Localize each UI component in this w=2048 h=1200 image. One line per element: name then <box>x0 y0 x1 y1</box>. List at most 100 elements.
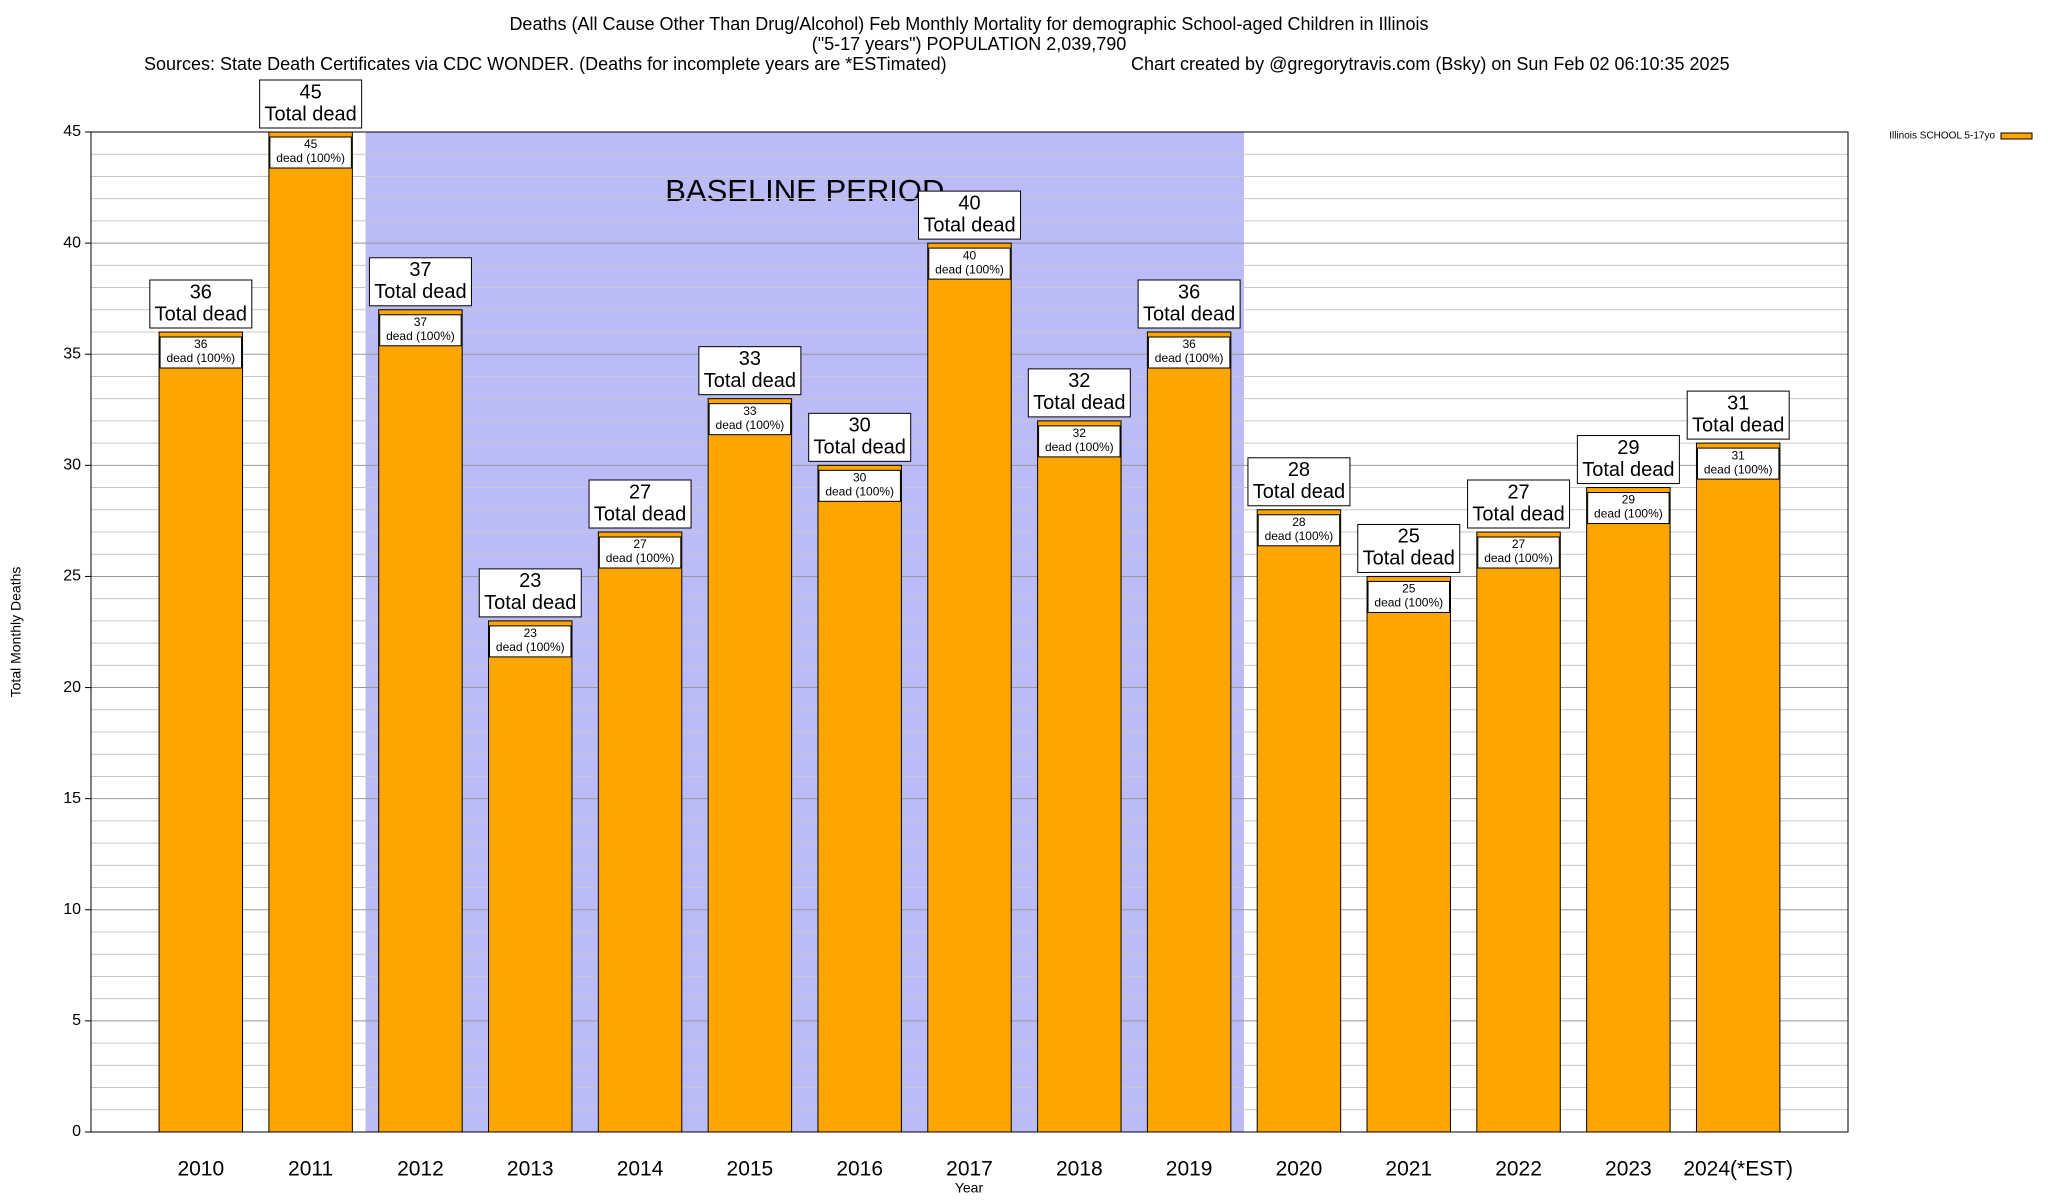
total-text-label: Total dead <box>264 103 356 125</box>
inner-share-label: dead (100%) <box>1045 440 1114 454</box>
inner-label-box <box>1367 580 1450 613</box>
chart-credit: Chart created by @gregorytravis.com (Bsk… <box>1131 54 1730 74</box>
total-value-label: 28 <box>1288 459 1310 481</box>
inner-value-label: 25 <box>1402 582 1416 596</box>
y-tick-label: 5 <box>72 1012 81 1029</box>
inner-label-box <box>269 136 352 169</box>
inner-share-label: dead (100%) <box>276 151 345 165</box>
x-tick-label: 2014 <box>617 1158 664 1181</box>
y-tick-label: 15 <box>63 790 81 807</box>
inner-value-label: 40 <box>963 248 977 262</box>
y-tick-label: 25 <box>63 568 81 585</box>
total-text-label: Total dead <box>155 303 247 325</box>
x-tick-label: 2017 <box>946 1158 993 1181</box>
inner-value-label: 28 <box>1292 515 1306 529</box>
x-tick-label: 2018 <box>1056 1158 1103 1181</box>
x-tick-label: 2010 <box>177 1158 224 1181</box>
inner-label-box <box>1587 492 1670 525</box>
bar <box>597 531 683 1133</box>
total-value-label: 27 <box>629 481 651 503</box>
inner-label-box <box>379 314 462 347</box>
inner-share-label: dead (100%) <box>1155 351 1224 365</box>
bar <box>1476 531 1561 1133</box>
bar <box>1586 487 1671 1133</box>
total-label-box <box>1576 435 1680 485</box>
inner-value-label: 33 <box>743 404 757 418</box>
y-tick-label: 45 <box>63 123 81 140</box>
total-text-label: Total dead <box>374 281 466 303</box>
total-label-box <box>1357 523 1461 573</box>
inner-value-label: 30 <box>853 471 867 485</box>
bar <box>817 464 902 1133</box>
y-tick-label: 30 <box>63 457 81 474</box>
inner-share-label: dead (100%) <box>496 640 565 654</box>
inner-share-label: dead (100%) <box>166 351 235 365</box>
inner-label-box <box>598 536 682 569</box>
y-tick-label: 10 <box>63 901 81 918</box>
bar <box>488 620 573 1133</box>
x-tick-label: 2015 <box>727 1158 774 1181</box>
total-text-label: Total dead <box>1253 481 1345 503</box>
total-value-label: 33 <box>739 348 761 370</box>
x-tick-label: 2023 <box>1605 1158 1652 1181</box>
bar <box>927 242 1012 1133</box>
total-value-label: 30 <box>849 415 871 437</box>
total-label-box <box>1247 457 1351 507</box>
inner-share-label: dead (100%) <box>1374 596 1443 610</box>
inner-label-box <box>818 469 901 502</box>
legend-swatch <box>2000 132 2033 140</box>
total-text-label: Total dead <box>1143 303 1235 325</box>
y-axis-label: Total Monthly Deaths <box>8 567 24 698</box>
inner-label-box <box>1696 447 1780 480</box>
inner-label-box <box>1147 336 1231 369</box>
total-text-label: Total dead <box>594 503 686 525</box>
chart-subtitle: ("5-17 years") POPULATION 2,039,790 <box>812 34 1127 54</box>
total-label-box <box>478 568 582 618</box>
total-value-label: 45 <box>300 81 322 103</box>
total-text-label: Total dead <box>923 214 1015 236</box>
legend-label: Illinois SCHOOL 5-17yo <box>1889 131 1995 142</box>
x-tick-label: 2024(*EST) <box>1683 1158 1793 1181</box>
inner-value-label: 27 <box>633 537 647 551</box>
baseline-label: BASELINE PERIOD <box>665 173 944 208</box>
total-text-label: Total dead <box>814 437 906 459</box>
total-value-label: 36 <box>190 281 212 303</box>
x-tick-label: 2019 <box>1166 1158 1213 1181</box>
inner-label-box <box>159 336 243 369</box>
total-value-label: 31 <box>1727 392 1749 414</box>
inner-share-label: dead (100%) <box>1704 462 1773 476</box>
x-tick-label: 2022 <box>1495 1158 1542 1181</box>
total-text-label: Total dead <box>484 592 576 614</box>
inner-value-label: 29 <box>1622 493 1636 507</box>
total-value-label: 25 <box>1398 526 1420 548</box>
x-axis-label: Year <box>955 1180 984 1196</box>
inner-share-label: dead (100%) <box>825 485 894 499</box>
total-text-label: Total dead <box>704 370 796 392</box>
y-tick-label: 40 <box>63 234 81 251</box>
x-tick-label: 2011 <box>288 1158 333 1181</box>
bar <box>378 309 463 1133</box>
total-label-box <box>808 412 912 462</box>
inner-value-label: 36 <box>194 337 208 351</box>
bar <box>158 331 244 1133</box>
inner-share-label: dead (100%) <box>1484 551 1553 565</box>
inner-label-box <box>489 625 572 658</box>
y-tick-label: 35 <box>63 345 81 362</box>
chart-source: Sources: State Death Certificates via CD… <box>144 54 947 74</box>
total-value-label: 27 <box>1507 481 1529 503</box>
total-label-box <box>149 279 253 329</box>
total-value-label: 23 <box>519 570 541 592</box>
x-tick-label: 2012 <box>397 1158 444 1181</box>
total-value-label: 40 <box>958 192 980 214</box>
total-value-label: 29 <box>1617 437 1639 459</box>
total-text-label: Total dead <box>1033 392 1125 414</box>
x-tick-label: 2016 <box>836 1158 883 1181</box>
inner-label-box <box>708 403 792 436</box>
total-text-label: Total dead <box>1472 503 1564 525</box>
inner-share-label: dead (100%) <box>386 329 455 343</box>
total-label-box <box>588 479 692 529</box>
total-label-box <box>698 346 802 396</box>
inner-label-box <box>1257 514 1341 547</box>
total-label-box <box>918 190 1021 240</box>
